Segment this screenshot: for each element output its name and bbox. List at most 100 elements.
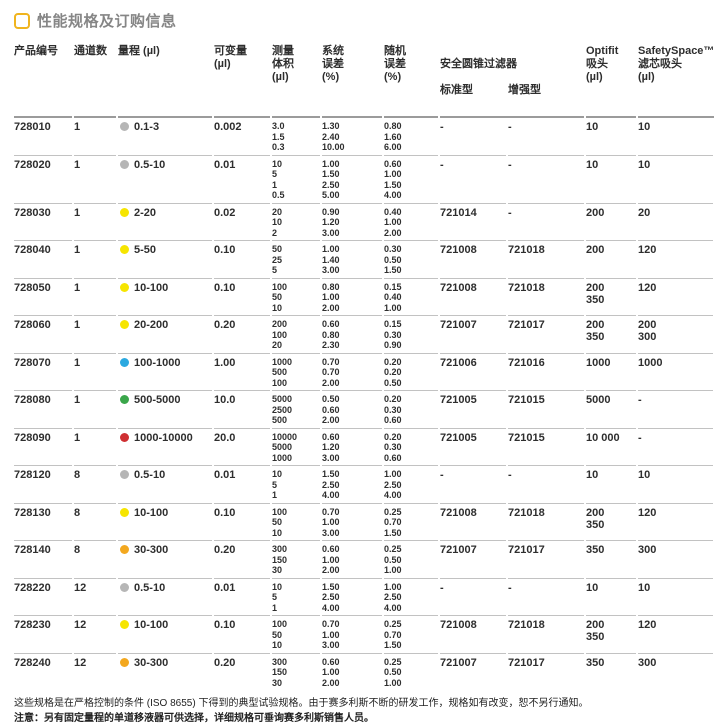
column-header-channels: 通道数	[74, 43, 116, 118]
cell-random-error: 0.40 1.00 2.00	[384, 204, 438, 242]
cell-optifit-tip: 10	[586, 466, 636, 504]
cell-filter-plus: -	[508, 118, 584, 156]
table-row: 728090 1 1000-10000 20.0 10000 5000 1000…	[14, 429, 713, 467]
cell-safetyspace-tip: 10	[638, 156, 713, 204]
cell-filter-standard: 721008	[440, 504, 506, 542]
range-value: 2-20	[134, 207, 156, 219]
table-row: 728050 1 10-100 0.10 100 50 10 0.80 1.00…	[14, 279, 713, 317]
cell-range: 30-300	[118, 654, 212, 691]
range-value: 10-100	[134, 282, 168, 294]
cell-safetyspace-tip: 1000	[638, 354, 713, 392]
cell-test-volumes: 10 5 1 0.5	[272, 156, 320, 204]
cell-increment: 0.10	[214, 504, 270, 542]
range-color-dot-icon	[120, 620, 129, 629]
range-color-dot-icon	[120, 208, 129, 217]
cell-test-volumes: 5000 2500 500	[272, 391, 320, 429]
column-header-filter-group: 安全圆锥过滤器 标准型 增强型	[440, 43, 584, 118]
footnote-spec-conditions: 这些规格是在严格控制的条件 (ISO 8655) 下得到的典型试验规格。由于赛多…	[14, 697, 713, 711]
cell-product-number: 728090	[14, 429, 72, 467]
cell-filter-standard: 721008	[440, 279, 506, 317]
cell-safetyspace-tip: -	[638, 429, 713, 467]
cell-random-error: 0.20 0.30 0.60	[384, 429, 438, 467]
range-color-dot-icon	[120, 545, 129, 554]
cell-channels: 12	[74, 579, 116, 617]
cell-range: 2-20	[118, 204, 212, 242]
column-header-test-volume: 测量 体积 (µl)	[272, 43, 320, 118]
cell-filter-standard: 721007	[440, 654, 506, 691]
cell-random-error: 0.15 0.40 1.00	[384, 279, 438, 317]
cell-range: 500-5000	[118, 391, 212, 429]
cell-systematic-error: 1.30 2.40 10.00	[322, 118, 382, 156]
cell-optifit-tip: 200 350	[586, 316, 636, 354]
cell-filter-standard: 721007	[440, 541, 506, 579]
cell-filter-standard: -	[440, 466, 506, 504]
cell-filter-standard: 721005	[440, 429, 506, 467]
column-header-safetyspace: SafetySpace™ 滤芯吸头 (µl)	[638, 43, 714, 118]
range-color-dot-icon	[120, 658, 129, 667]
table-row: 728230 12 10-100 0.10 100 50 10 0.70 1.0…	[14, 616, 713, 654]
table-body: 728010 1 0.1-3 0.002 3.0 1.5 0.3 1.30 2.…	[14, 118, 713, 690]
cell-filter-plus: 721016	[508, 354, 584, 392]
cell-channels: 1	[74, 391, 116, 429]
cell-random-error: 0.25 0.70 1.50	[384, 504, 438, 542]
cell-test-volumes: 300 150 30	[272, 541, 320, 579]
column-header-sys-error: 系统 误差 (%)	[322, 43, 382, 118]
cell-safetyspace-tip: 120	[638, 241, 713, 279]
range-color-dot-icon	[120, 583, 129, 592]
range-color-dot-icon	[120, 358, 129, 367]
range-value: 500-5000	[134, 394, 181, 406]
cell-product-number: 728240	[14, 654, 72, 691]
range-color-dot-icon	[120, 508, 129, 517]
cell-filter-plus: 721015	[508, 391, 584, 429]
cell-increment: 0.10	[214, 616, 270, 654]
cell-random-error: 1.00 2.50 4.00	[384, 466, 438, 504]
cell-product-number: 728120	[14, 466, 72, 504]
cell-systematic-error: 0.60 1.20 3.00	[322, 429, 382, 467]
cell-filter-plus: -	[508, 156, 584, 204]
cell-range: 10-100	[118, 279, 212, 317]
cell-systematic-error: 0.70 1.00 3.00	[322, 616, 382, 654]
cell-systematic-error: 0.80 1.00 2.00	[322, 279, 382, 317]
cell-filter-plus: 721015	[508, 429, 584, 467]
cell-safetyspace-tip: 120	[638, 504, 713, 542]
range-value: 0.1-3	[134, 121, 159, 133]
cell-random-error: 0.20 0.30 0.60	[384, 391, 438, 429]
cell-increment: 0.20	[214, 316, 270, 354]
table-row: 728070 1 100-1000 1.00 1000 500 100 0.70…	[14, 354, 713, 392]
cell-systematic-error: 0.70 1.00 3.00	[322, 504, 382, 542]
range-value: 0.5-10	[134, 159, 165, 171]
cell-product-number: 728230	[14, 616, 72, 654]
range-value: 30-300	[134, 544, 168, 556]
cell-increment: 0.20	[214, 541, 270, 579]
cell-filter-plus: -	[508, 204, 584, 242]
catalog-page: 性能规格及订购信息 产品编号 通道数 量程 (µl) 可变量 (µl) 测量 体…	[0, 0, 719, 650]
page-title: 性能规格及订购信息	[37, 10, 177, 31]
cell-safetyspace-tip: 200 300	[638, 316, 713, 354]
cell-filter-plus: 721018	[508, 616, 584, 654]
cell-increment: 0.20	[214, 654, 270, 691]
table-row: 728010 1 0.1-3 0.002 3.0 1.5 0.3 1.30 2.…	[14, 118, 713, 156]
column-header-filter-plus: 增强型	[508, 84, 584, 97]
range-value: 10-100	[134, 619, 168, 631]
cell-safetyspace-tip: 10	[638, 466, 713, 504]
cell-filter-standard: 721007	[440, 316, 506, 354]
cell-random-error: 0.20 0.20 0.50	[384, 354, 438, 392]
cell-product-number: 728060	[14, 316, 72, 354]
cell-channels: 8	[74, 504, 116, 542]
cell-optifit-tip: 200	[586, 241, 636, 279]
cell-systematic-error: 0.60 0.80 2.30	[322, 316, 382, 354]
cell-random-error: 0.30 0.50 1.50	[384, 241, 438, 279]
table-row: 728030 1 2-20 0.02 20 10 2 0.90 1.20 3.0…	[14, 204, 713, 242]
cell-channels: 12	[74, 616, 116, 654]
cell-filter-standard: 721005	[440, 391, 506, 429]
cell-channels: 1	[74, 316, 116, 354]
cell-filter-plus: 721017	[508, 316, 584, 354]
range-value: 100-1000	[134, 357, 181, 369]
table-row: 728040 1 5-50 0.10 50 25 5 1.00 1.40 3.0…	[14, 241, 713, 279]
footnote-notice: 注意：另有固定量程的单道移液器可供选择，详细规格可垂询赛多利斯销售人员。	[14, 712, 713, 725]
cell-optifit-tip: 200 350	[586, 504, 636, 542]
cell-systematic-error: 0.50 0.60 2.00	[322, 391, 382, 429]
cell-filter-plus: 721018	[508, 241, 584, 279]
cell-product-number: 728070	[14, 354, 72, 392]
cell-product-number: 728020	[14, 156, 72, 204]
